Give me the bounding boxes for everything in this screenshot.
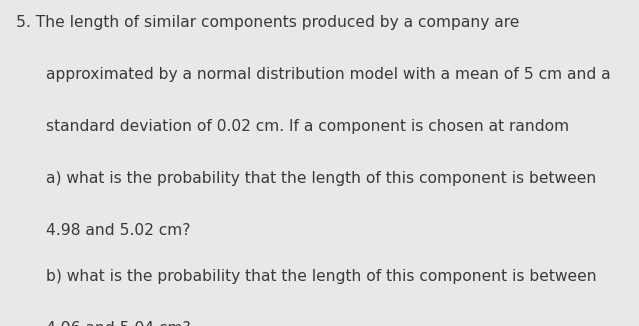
Text: 5. The length of similar components produced by a company are: 5. The length of similar components prod… (16, 15, 520, 30)
Text: b) what is the probability that the length of this component is between: b) what is the probability that the leng… (46, 269, 597, 284)
Text: 4.96 and 5.04 cm?: 4.96 and 5.04 cm? (46, 321, 191, 326)
Text: standard deviation of 0.02 cm. If a component is chosen at random: standard deviation of 0.02 cm. If a comp… (46, 119, 569, 134)
Text: approximated by a normal distribution model with a mean of 5 cm and a: approximated by a normal distribution mo… (46, 67, 611, 82)
Text: a) what is the probability that the length of this component is between: a) what is the probability that the leng… (46, 171, 596, 186)
Text: 4.98 and 5.02 cm?: 4.98 and 5.02 cm? (46, 223, 190, 238)
